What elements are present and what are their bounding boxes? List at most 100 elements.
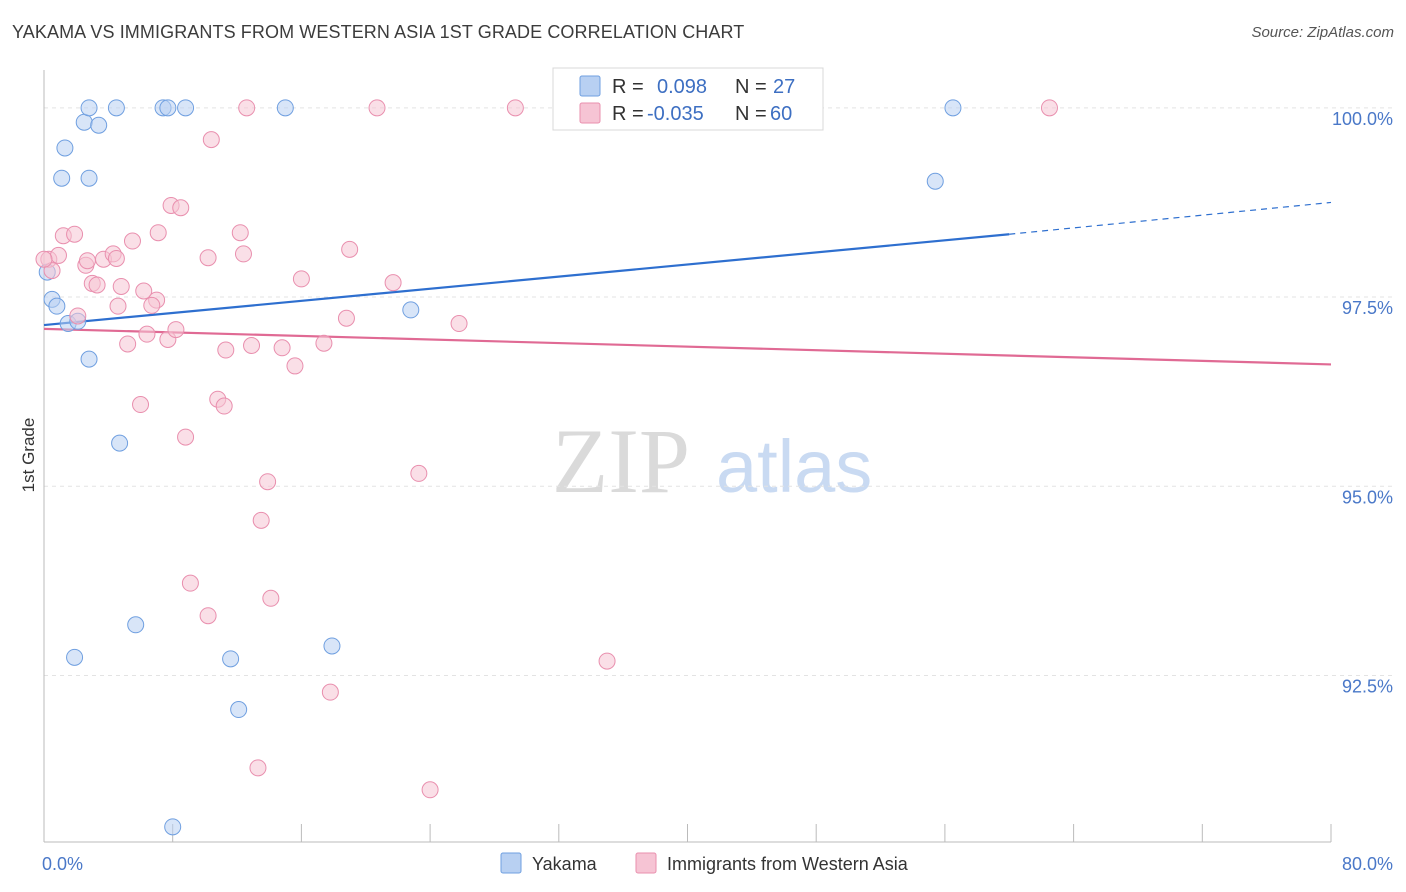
chart-title: YAKAMA VS IMMIGRANTS FROM WESTERN ASIA 1… <box>12 22 745 42</box>
point-immigrants <box>88 276 106 294</box>
stats-swatch-yakama <box>579 75 601 97</box>
point-immigrants <box>109 297 127 315</box>
stats-r-value-immigrants: -0.035 <box>647 103 704 125</box>
point-yakama <box>80 99 98 117</box>
point-immigrants <box>199 249 217 267</box>
point-yakama <box>90 116 108 134</box>
trend-line-immigrants <box>43 327 1332 366</box>
watermark-zip: ZIP <box>552 410 690 512</box>
point-immigrants <box>450 315 468 333</box>
point-yakama <box>323 637 341 655</box>
trend-lines <box>43 201 1332 366</box>
point-immigrants <box>292 270 310 288</box>
point-yakama <box>111 434 129 452</box>
point-immigrants <box>1040 99 1058 117</box>
point-immigrants <box>506 99 524 117</box>
point-yakama <box>66 648 84 666</box>
legend-label-immigrants: Immigrants from Western Asia <box>667 854 909 874</box>
point-immigrants <box>243 336 261 354</box>
point-immigrants <box>135 282 153 300</box>
y-tick-label: 92.5% <box>1342 676 1393 696</box>
legend-swatch-yakama <box>500 852 522 874</box>
point-yakama <box>164 818 182 836</box>
point-immigrants <box>238 99 256 117</box>
point-immigrants <box>337 309 355 327</box>
source-credit: Source: ZipAtlas.com <box>1251 24 1394 41</box>
point-immigrants <box>167 321 185 339</box>
stats-n-value-yakama: 27 <box>773 76 795 98</box>
point-immigrants <box>249 759 267 777</box>
point-yakama <box>75 113 93 131</box>
point-immigrants <box>273 339 291 357</box>
point-immigrants <box>421 781 439 799</box>
point-immigrants <box>234 245 252 263</box>
point-yakama <box>944 99 962 117</box>
point-immigrants <box>217 341 235 359</box>
grid-lines <box>44 107 1394 676</box>
point-yakama <box>127 616 145 634</box>
point-immigrants <box>410 464 428 482</box>
point-immigrants <box>368 99 386 117</box>
stats-n-label-yakama: N = <box>735 76 767 98</box>
axes <box>43 70 1332 843</box>
point-immigrants <box>149 224 167 242</box>
point-immigrants <box>202 131 220 149</box>
stats-r-label-immigrants: R = <box>612 103 644 125</box>
point-immigrants <box>172 199 190 217</box>
point-yakama <box>80 350 98 368</box>
point-yakama <box>402 301 420 319</box>
point-immigrants <box>341 240 359 258</box>
point-yakama <box>53 169 71 187</box>
point-immigrants <box>35 250 53 268</box>
point-immigrants <box>262 589 280 607</box>
point-immigrants <box>49 246 67 264</box>
y-tick-label: 100.0% <box>1332 109 1393 129</box>
point-yakama <box>230 701 248 719</box>
point-yakama <box>177 99 195 117</box>
y-axis-label: 1st Grade <box>19 418 38 493</box>
stats-swatch-immigrants <box>579 102 601 124</box>
trend-line-yakama <box>43 233 1010 327</box>
point-immigrants <box>78 252 96 270</box>
point-immigrants <box>66 225 84 243</box>
point-yakama <box>926 172 944 190</box>
point-immigrants <box>181 574 199 592</box>
x-tick-label: 0.0% <box>42 854 83 874</box>
y-tick-label: 95.0% <box>1342 487 1393 507</box>
series-legend: Yakama Immigrants from Western Asia <box>500 852 909 874</box>
point-immigrants <box>231 224 249 242</box>
point-immigrants <box>138 325 156 343</box>
point-immigrants <box>112 277 130 295</box>
point-immigrants <box>384 274 402 292</box>
point-immigrants <box>252 511 270 529</box>
point-immigrants <box>107 249 125 267</box>
stats-r-value-yakama: 0.098 <box>657 76 707 98</box>
trend-line-yakama-extension <box>1009 201 1332 235</box>
point-yakama <box>56 139 74 157</box>
stats-n-value-immigrants: 60 <box>770 103 792 125</box>
point-yakama <box>159 99 177 117</box>
x-tick-label: 80.0% <box>1342 854 1393 874</box>
watermark-atlas: atlas <box>716 425 872 508</box>
point-yakama <box>80 169 98 187</box>
point-immigrants <box>123 232 141 250</box>
tick-labels: 92.5% 95.0% 97.5% 100.0% 0.0% 80.0% <box>42 109 1393 874</box>
y-tick-label: 97.5% <box>1342 298 1393 318</box>
point-immigrants <box>177 428 195 446</box>
stats-n-label-immigrants: N = <box>735 103 767 125</box>
point-immigrants <box>119 335 137 353</box>
point-immigrants <box>598 652 616 670</box>
stats-legend: R = 0.098 N = 27 R = -0.035 N = 60 <box>552 67 824 131</box>
point-immigrants <box>69 307 87 325</box>
point-immigrants <box>199 607 217 625</box>
point-immigrants <box>259 473 277 491</box>
point-immigrants <box>286 357 304 375</box>
point-immigrants <box>143 296 161 314</box>
point-immigrants <box>321 683 339 701</box>
point-immigrants <box>215 397 233 415</box>
data-points <box>35 99 1058 836</box>
stats-r-label-yakama: R = <box>612 76 644 98</box>
point-yakama <box>48 297 66 315</box>
point-yakama <box>107 99 125 117</box>
